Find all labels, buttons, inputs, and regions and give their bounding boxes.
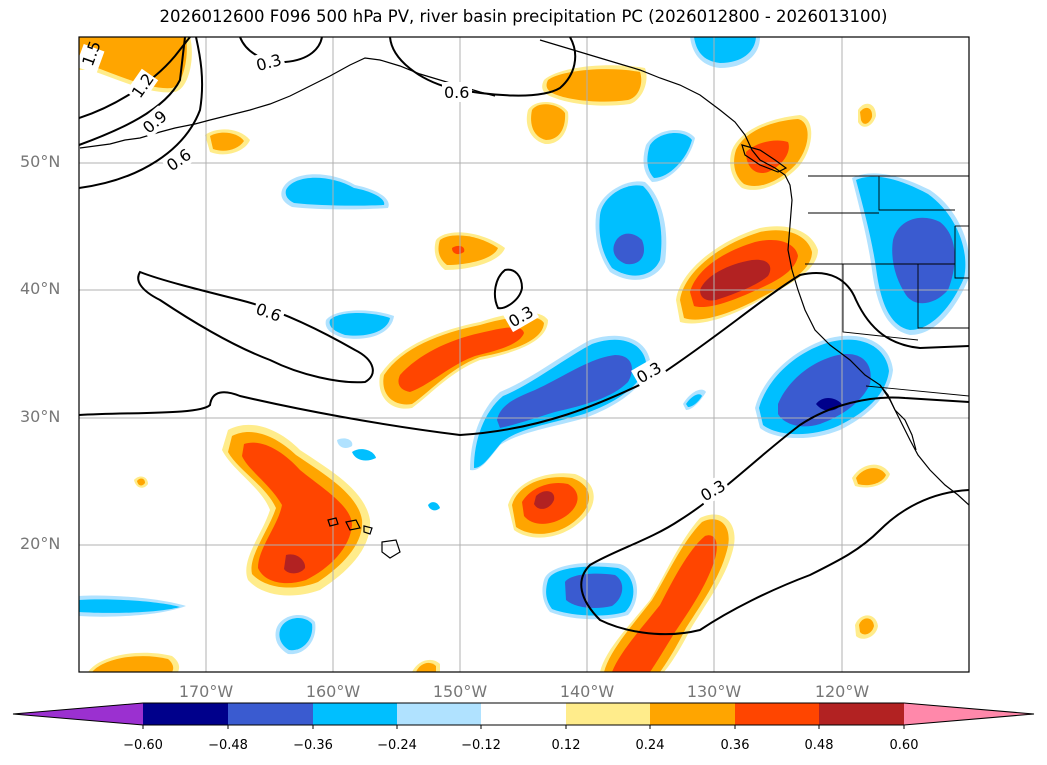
warm-blob-tiny xyxy=(856,468,886,486)
cool-blob-west xyxy=(285,177,385,206)
lon-label-120w: 120°W xyxy=(814,682,870,701)
colorbar-tick: −0.24 xyxy=(377,738,417,753)
state-borders xyxy=(805,175,969,397)
colorbar-tick: −0.60 xyxy=(123,738,163,753)
colorbar-tick: −0.36 xyxy=(293,738,333,753)
lon-label-140w: 140°W xyxy=(559,682,615,701)
contour-label-0.6: 0.6 xyxy=(444,83,469,102)
cool-band-central xyxy=(497,355,632,428)
gridlines xyxy=(79,37,969,672)
map-frame xyxy=(78,36,970,673)
colorbar-bin xyxy=(313,703,397,725)
colorbar-bin xyxy=(566,703,650,725)
warm-band-central xyxy=(398,327,524,392)
cool-blob-north xyxy=(613,233,645,265)
cool-blob-tiny xyxy=(352,449,376,461)
lon-label-150w: 150°W xyxy=(432,682,488,701)
warm-blob-small xyxy=(452,245,465,255)
colorbar-bin xyxy=(228,703,313,725)
lat-label-20n: 20°N xyxy=(20,534,61,553)
colorbar-tick: 0.12 xyxy=(551,738,581,753)
coastlines xyxy=(79,39,969,559)
colorbar-bin xyxy=(819,703,904,725)
warm-blob-tiny xyxy=(137,478,145,486)
colorbar-tick: −0.12 xyxy=(461,738,501,753)
colorbar-tick: 0.36 xyxy=(720,738,750,753)
pv-contours xyxy=(79,37,969,636)
colorbar-extend-low xyxy=(13,703,143,725)
colorbar-bin xyxy=(735,703,819,725)
warm-band-southeast xyxy=(612,535,717,672)
warm-blob-tiny xyxy=(416,662,436,672)
lat-label-30n: 30°N xyxy=(20,407,61,426)
lon-label-130w: 130°W xyxy=(686,682,742,701)
cool-blob-top xyxy=(694,37,756,63)
cool-blob-gulf xyxy=(647,132,692,178)
warm-blob-tiny xyxy=(859,618,874,635)
colorbar-bin xyxy=(397,703,481,725)
cool-blob-south xyxy=(565,573,623,608)
positive-anomalies xyxy=(79,37,890,672)
colorbar-tick: −0.48 xyxy=(208,738,248,753)
warm-blob-nw xyxy=(79,37,187,89)
negative-anomalies xyxy=(79,37,969,655)
warm-blob-small xyxy=(438,235,498,265)
warm-blob-small xyxy=(210,132,244,151)
lat-label-50n: 50°N xyxy=(20,152,61,171)
colorbar-bin xyxy=(481,703,566,725)
lat-label-40n: 40°N xyxy=(20,279,61,298)
cool-blob-tiny xyxy=(686,394,702,407)
colorbar-tick: 0.24 xyxy=(635,738,665,753)
lon-label-160w: 160°W xyxy=(305,682,361,701)
map-title: 2026012600 F096 500 hPa PV, river basin … xyxy=(159,7,888,26)
warm-blob-small xyxy=(531,104,566,140)
warm-blob xyxy=(534,491,555,509)
colorbar-extend-high xyxy=(904,703,1034,725)
colorbar-bin xyxy=(650,703,735,725)
warm-blob-tiny xyxy=(860,107,873,124)
lon-label-170w: 170°W xyxy=(178,682,234,701)
cool-blob-tiny xyxy=(337,438,353,448)
colorbar-tick: 0.48 xyxy=(804,738,834,753)
cool-blob-inland xyxy=(892,217,955,304)
cool-blob-small xyxy=(279,618,313,651)
cool-blob-small xyxy=(329,312,390,336)
cool-blob-coast xyxy=(778,353,871,427)
colorbar-tick: 0.60 xyxy=(889,738,919,753)
warm-blob-south xyxy=(92,656,174,672)
contour-labels: 1.5 1.2 0.9 0.6 0.3 0.6 0.6 0.3 0.3 0.3 xyxy=(79,38,731,507)
map-area: 1.5 1.2 0.9 0.6 0.3 0.6 0.6 0.3 0.3 0.3 xyxy=(79,37,969,672)
cool-blob-west-edge xyxy=(79,599,180,613)
colorbar xyxy=(12,702,1035,729)
warm-band-hawaii xyxy=(242,442,352,584)
colorbar-bin xyxy=(143,703,228,725)
warm-band-hawaii xyxy=(284,554,306,574)
cool-blob-tiny xyxy=(428,502,440,511)
